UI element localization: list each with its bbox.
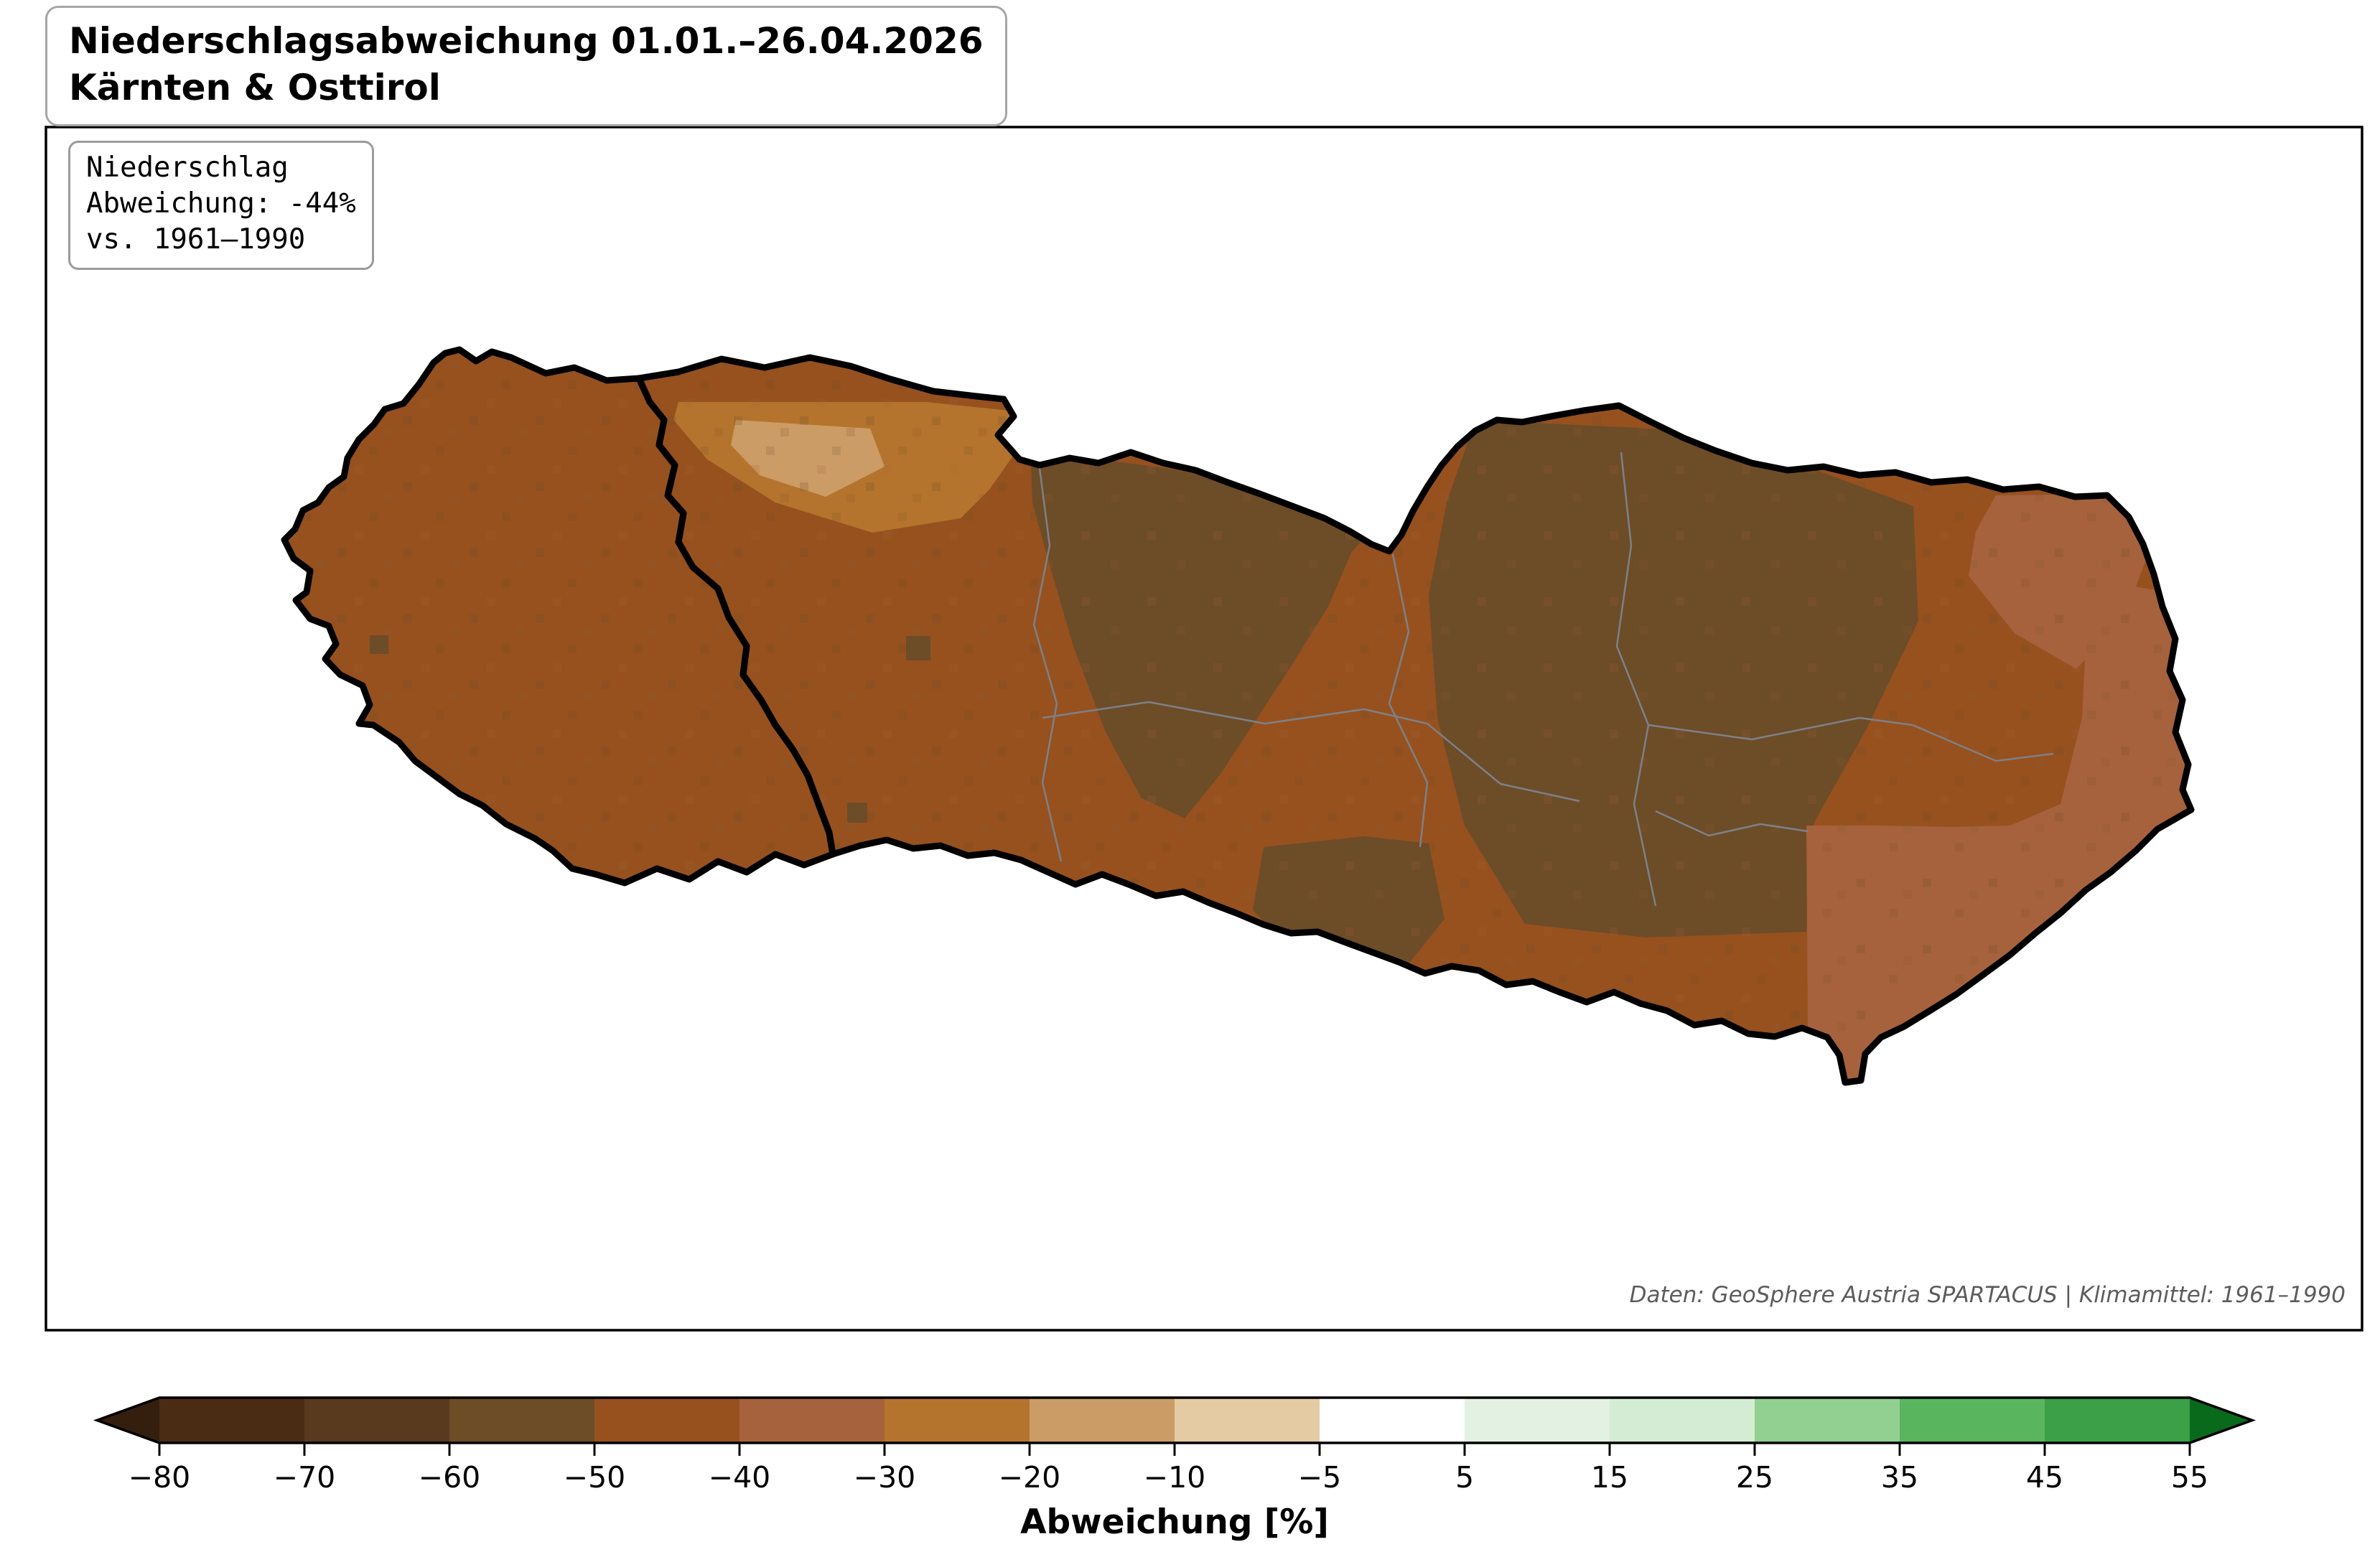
attribution-text: Daten: GeoSphere Austria SPARTACUS | Kli… [1629, 1282, 2346, 1308]
colorbar-arrow-right [2190, 1398, 2252, 1443]
colorbar-segment [1320, 1398, 1465, 1443]
colorbar-tick-label: 25 [1736, 1460, 1773, 1495]
colorbar-segment [304, 1398, 449, 1443]
colorbar-segment [739, 1398, 885, 1443]
colorbar-ticks [158, 1443, 2191, 1456]
title-line-2: Kärnten & Osttirol [69, 67, 441, 108]
colorbar-tick-label: 55 [2171, 1460, 2208, 1495]
colorbar-segment [885, 1398, 1030, 1443]
colorbar-axis-label: Abweichung [%] [1020, 1502, 1329, 1542]
colorbar-tick-label: −70 [274, 1460, 336, 1495]
colorbar-tick-label: −40 [709, 1460, 771, 1495]
colorbar-tick-label: 45 [2026, 1460, 2063, 1495]
colorbar-segment [449, 1398, 594, 1443]
info-line-3: vs. 1961—1990 [86, 223, 306, 256]
colorbar-tick-label: −30 [854, 1460, 916, 1495]
info-line-2: Abweichung: -44% [86, 187, 356, 220]
colorbar-tick-label: −60 [419, 1460, 481, 1495]
colorbar-segment [1465, 1398, 1610, 1443]
colorbar-tick-label: −50 [564, 1460, 626, 1495]
colorbar-segment [159, 1398, 304, 1443]
colorbar-tick-label: 35 [1881, 1460, 1918, 1495]
colorbar-segment [1610, 1398, 1755, 1443]
info-box: Niederschlag Abweichung: -44% vs. 1961—1… [68, 141, 374, 270]
title-box: Niederschlagsabweichung 01.01.–26.04.202… [45, 6, 1007, 126]
colorbar-segment [1030, 1398, 1175, 1443]
colorbar-segment [1175, 1398, 1320, 1443]
colorbar-segment [594, 1398, 739, 1443]
title-line-1: Niederschlagsabweichung 01.01.–26.04.202… [69, 20, 984, 62]
colorbar-segment [1755, 1398, 1900, 1443]
colorbar-tick-label: 15 [1591, 1460, 1628, 1495]
info-line-1: Niederschlag [86, 151, 289, 184]
colorbar-tick-label: −80 [129, 1460, 191, 1495]
colorbar: −80 −70 −60 −50 −40 −30 −20 −10 −5 5 15 … [93, 1396, 2257, 1542]
colorbar-tick-label: 5 [1455, 1460, 1474, 1495]
colorbar-segment [2045, 1398, 2190, 1443]
colorbar-tick-label: −10 [1144, 1460, 1206, 1495]
colorbar-tick-label: −5 [1298, 1460, 1341, 1495]
colorbar-arrow-left [97, 1398, 159, 1443]
colorbar-tick-label: −20 [999, 1460, 1061, 1495]
colorbar-segment [1900, 1398, 2045, 1443]
district-borders [1032, 452, 2054, 907]
